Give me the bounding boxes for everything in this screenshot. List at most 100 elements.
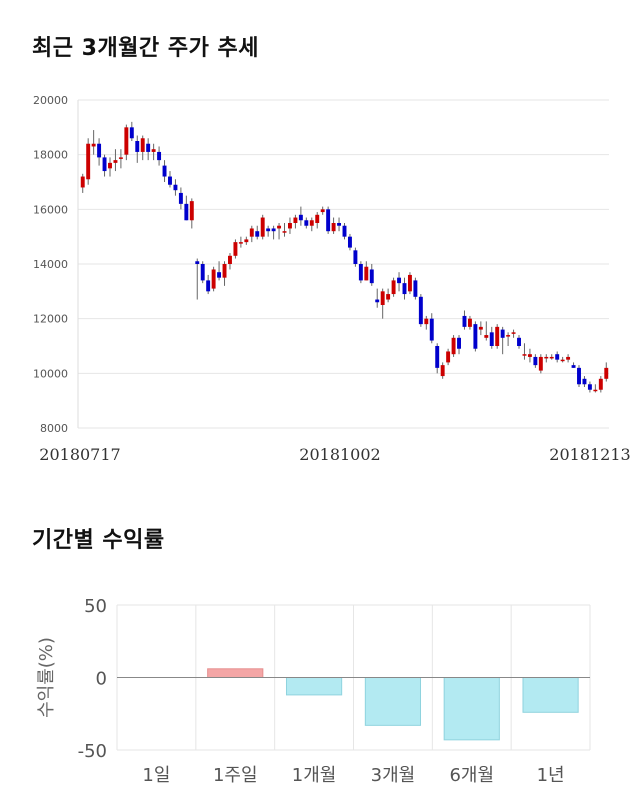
candle-up: [446, 351, 451, 363]
candle-down: [217, 272, 222, 278]
candle-down: [200, 264, 205, 281]
y-axis-label: 수익률(%): [36, 637, 57, 718]
candle-down: [473, 324, 478, 349]
candle-up: [424, 318, 429, 325]
candle-down: [369, 269, 374, 284]
candle-down: [517, 337, 521, 346]
candle-up: [549, 356, 554, 359]
candle-up: [566, 356, 571, 360]
candle-down: [304, 220, 309, 226]
candle-down: [195, 261, 200, 264]
return-bar: [285, 677, 343, 696]
return-bar: [443, 677, 500, 741]
candle-up: [598, 378, 603, 390]
candle-down: [266, 228, 271, 232]
candle-up: [467, 318, 472, 327]
candle-down: [255, 231, 260, 237]
y-tick-label: 12000: [33, 313, 68, 326]
x-tick-label: 1주일: [213, 765, 258, 786]
candle-up: [282, 231, 287, 233]
x-tick-label: 1년: [537, 765, 565, 786]
candle-down: [587, 384, 592, 390]
candle-up: [238, 242, 243, 244]
candle-down: [500, 329, 505, 338]
candle-up: [309, 220, 314, 226]
candle-up: [277, 225, 282, 229]
candle-down: [135, 141, 140, 152]
y-tick-label: 16000: [33, 203, 68, 216]
candle-down: [326, 209, 331, 232]
x-tick-label: 20180717: [39, 445, 120, 464]
price-trend-title: 최근 3개월간 주가 추세: [32, 36, 259, 61]
candle-up: [478, 326, 483, 330]
candle-down: [102, 157, 107, 172]
candle-down: [157, 151, 162, 161]
candle-down: [271, 228, 276, 232]
candle-up: [249, 228, 254, 237]
candle-down: [577, 367, 581, 385]
return-bar: [207, 668, 264, 678]
candle-up: [233, 242, 238, 256]
candle-down: [184, 203, 189, 221]
y-tick-label: 18000: [33, 149, 68, 162]
candle-up: [544, 356, 549, 359]
y-tick-label: 10000: [33, 367, 68, 380]
candle-down: [429, 318, 434, 341]
candle-up: [91, 143, 96, 147]
x-tick-label: 1일: [142, 765, 170, 786]
candle-up: [484, 335, 489, 338]
x-tick-label: 1개월: [292, 765, 337, 786]
candle-up: [538, 356, 543, 371]
return-bar: [364, 677, 422, 726]
candle-down: [435, 346, 440, 368]
candle-up: [560, 359, 565, 362]
candle-down: [413, 280, 418, 297]
candle-up: [86, 143, 91, 180]
candle-down: [462, 315, 467, 327]
candle-up: [386, 294, 391, 300]
candle-up: [124, 127, 129, 155]
candle-up: [331, 223, 336, 232]
candle-up: [440, 365, 445, 377]
candle-up: [364, 266, 369, 281]
candle-up: [380, 291, 385, 305]
candle-down: [298, 214, 303, 221]
candle-up: [118, 157, 123, 159]
candle-up: [593, 389, 598, 392]
candle-down: [206, 280, 211, 292]
candle-up: [260, 217, 265, 237]
x-tick-label: 3개월: [371, 765, 416, 786]
candle-up: [222, 264, 227, 278]
period-returns-title: 기간별 수익률: [32, 528, 165, 553]
x-tick-label: 20181213: [549, 445, 630, 464]
price-trend-chart: 20000 18000 16000 14000 12000 10000 8000 201807…: [33, 94, 631, 464]
y-tick-label: -50: [78, 741, 107, 762]
candle-up: [527, 354, 532, 357]
candle-down: [358, 264, 363, 281]
candle-down: [168, 176, 172, 185]
candle-down: [418, 296, 423, 325]
candle-up: [228, 255, 232, 264]
candle-up: [189, 201, 194, 221]
candle-down: [178, 192, 183, 204]
candle-up: [315, 214, 320, 223]
y-tick-label: 14000: [33, 258, 68, 271]
candle-up: [391, 280, 396, 295]
candle-down: [162, 165, 167, 177]
candle-up: [108, 162, 112, 169]
return-bar: [522, 677, 579, 713]
candle-up: [320, 209, 325, 213]
y-tick-label: 50: [84, 596, 107, 617]
candle-up: [151, 149, 156, 152]
candle-down: [173, 184, 178, 191]
candle-down: [397, 277, 401, 284]
x-tick-label: 6개월: [449, 765, 494, 786]
candle-up: [211, 269, 216, 289]
candle-down: [347, 236, 352, 248]
candle-down: [342, 225, 347, 237]
y-tick-label: 8000: [40, 422, 68, 435]
candle-up: [451, 337, 456, 355]
candle-up: [506, 335, 511, 337]
candle-up: [80, 176, 85, 188]
